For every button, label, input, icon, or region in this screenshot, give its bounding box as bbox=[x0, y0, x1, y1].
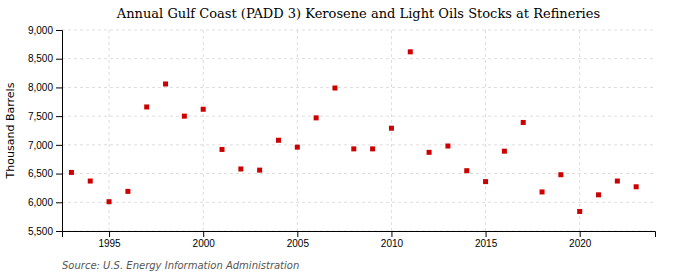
plot: 1995 2000 2005 2010 2015 2020 5,500 6,000 6,500 7… bbox=[28, 25, 656, 249]
tick: 2005 bbox=[287, 231, 310, 249]
point bbox=[464, 168, 469, 173]
grid-line bbox=[62, 58, 655, 59]
point bbox=[427, 150, 432, 155]
tick-mark bbox=[486, 231, 487, 237]
tick-mark bbox=[56, 145, 62, 146]
point bbox=[314, 115, 319, 120]
tick: 9,000 bbox=[28, 25, 62, 36]
point bbox=[88, 179, 93, 184]
grid bbox=[62, 30, 655, 231]
grid-line bbox=[62, 202, 655, 203]
tick-label: 2015 bbox=[475, 238, 498, 249]
tick-mark bbox=[56, 87, 62, 88]
tick-mark bbox=[56, 30, 62, 31]
tick-label: 5,500 bbox=[28, 226, 53, 237]
grid-line bbox=[579, 30, 580, 231]
tick-mark bbox=[56, 116, 62, 117]
tick-mark bbox=[56, 59, 62, 60]
points bbox=[69, 49, 639, 214]
grid-line bbox=[62, 116, 655, 117]
tick-mark bbox=[580, 231, 581, 237]
point bbox=[276, 138, 281, 143]
tick-label: 8,000 bbox=[28, 82, 53, 93]
tick: 8,000 bbox=[28, 82, 62, 93]
grid-line bbox=[62, 30, 655, 31]
title: Annual Gulf Coast (PADD 3) Kerosene and … bbox=[116, 6, 600, 21]
point bbox=[521, 120, 526, 125]
point bbox=[577, 209, 582, 214]
point bbox=[483, 179, 488, 184]
point bbox=[596, 192, 601, 197]
x-axis-line bbox=[63, 232, 656, 238]
tick-label: 7,500 bbox=[28, 111, 53, 122]
tick-label: 6,000 bbox=[28, 197, 53, 208]
tick-label: 2005 bbox=[287, 238, 310, 249]
point bbox=[370, 146, 375, 151]
point bbox=[634, 184, 639, 189]
y-axis-title: Thousand Barrels bbox=[4, 82, 17, 179]
point bbox=[540, 189, 545, 194]
point bbox=[107, 199, 112, 204]
point bbox=[615, 179, 620, 184]
point bbox=[445, 144, 450, 149]
tick-label: 1995 bbox=[98, 238, 121, 249]
point bbox=[295, 145, 300, 150]
point bbox=[182, 114, 187, 119]
tick: 2000 bbox=[193, 231, 216, 249]
point bbox=[220, 147, 225, 152]
tick-label: 8,500 bbox=[28, 53, 53, 64]
tick: 2020 bbox=[569, 231, 592, 249]
tick-mark bbox=[56, 174, 62, 175]
tick: 6,000 bbox=[28, 197, 62, 208]
y-axis-line bbox=[56, 31, 63, 232]
tick: 6,500 bbox=[28, 168, 62, 179]
grid-line bbox=[62, 144, 655, 145]
tick-label: 2020 bbox=[569, 238, 592, 249]
tick-mark bbox=[297, 231, 298, 237]
tick-mark bbox=[203, 231, 204, 237]
grid-line bbox=[203, 30, 204, 231]
tick-mark bbox=[56, 231, 62, 232]
tick-mark bbox=[391, 231, 392, 237]
point bbox=[144, 104, 149, 109]
point bbox=[163, 81, 168, 86]
tick-label: 7,000 bbox=[28, 140, 53, 151]
point bbox=[389, 126, 394, 131]
tick: 5,500 bbox=[28, 226, 62, 237]
tick: 2015 bbox=[475, 231, 498, 249]
tick: 1995 bbox=[98, 231, 121, 249]
point bbox=[502, 149, 507, 154]
point bbox=[69, 170, 74, 175]
annotation: Source: U.S. Energy Information Administ… bbox=[62, 260, 299, 271]
grid-line bbox=[485, 30, 486, 231]
point bbox=[238, 166, 243, 171]
x-axis: 1995 2000 2005 2010 2015 2020 bbox=[63, 231, 656, 249]
point bbox=[125, 189, 130, 194]
point bbox=[408, 49, 413, 54]
point bbox=[332, 86, 337, 91]
chart: 1995 2000 2005 2010 2015 2020 5,500 6,000 6,500 7… bbox=[0, 0, 675, 275]
tick: 8,500 bbox=[28, 53, 62, 64]
y-axis: 5,500 6,000 6,500 7,000 7,500 8,000 8,500 9,000 bbox=[28, 25, 63, 237]
tick-mark bbox=[56, 202, 62, 203]
point bbox=[351, 146, 356, 151]
tick: 7,500 bbox=[28, 111, 62, 122]
point bbox=[558, 172, 563, 177]
grid-line bbox=[62, 173, 655, 174]
tick-label: 9,000 bbox=[28, 25, 53, 36]
tick: 2010 bbox=[381, 231, 404, 249]
grid-line bbox=[62, 87, 655, 88]
tick-label: 6,500 bbox=[28, 168, 53, 179]
tick-label: 2000 bbox=[193, 238, 216, 249]
point bbox=[201, 107, 206, 112]
tick-label: 2010 bbox=[381, 238, 404, 249]
point bbox=[257, 168, 262, 173]
tick: 7,000 bbox=[28, 140, 62, 151]
grid-line bbox=[297, 30, 298, 231]
tick-mark bbox=[109, 231, 110, 237]
